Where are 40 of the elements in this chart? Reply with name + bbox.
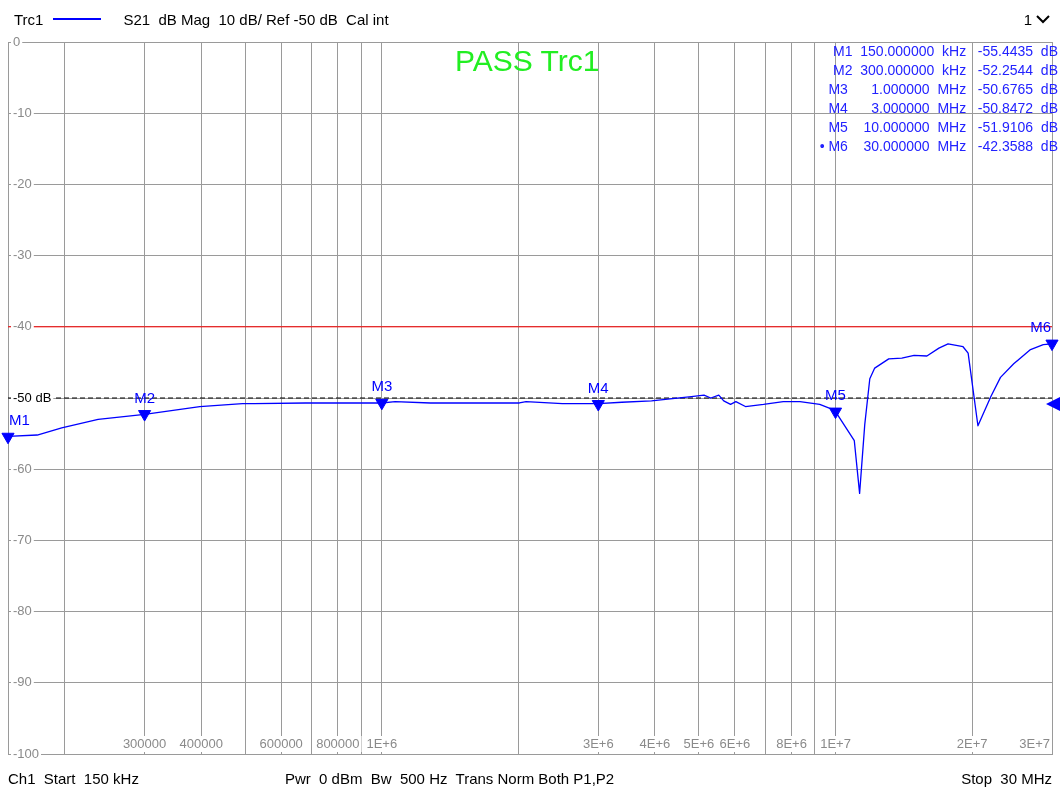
x-tick-label: 2E+7 — [956, 736, 988, 752]
text: Pwr 0 dBm Bw 500 Hz Trans Norm Both P1,P2 — [284, 770, 615, 789]
data-label: M1 — [9, 411, 30, 429]
x-tick-label: 4E+6 — [639, 736, 671, 752]
y-tick-label: -10 — [13, 104, 32, 120]
x-tick-label: 400000 — [179, 736, 223, 752]
y-tick-label: 0 — [13, 33, 21, 49]
y-tick-label: -60 — [13, 460, 32, 476]
x-tick-label: 800000 — [316, 736, 360, 752]
y-tick-label: -100 — [13, 745, 40, 761]
annotation: M4 3.000000 MHz -50.8472 dB — [827, 99, 1058, 118]
chart-subtitle: S21 dB Mag 10 dB/ Ref -50 dB Cal int — [123, 10, 389, 28]
x-tick-label: 5E+6 — [683, 736, 715, 752]
y-tick-label: -50 dB — [13, 389, 52, 405]
y-tick-label: -70 — [13, 531, 32, 547]
annotation: M1 150.000000 kHz -55.4435 dB — [832, 42, 1058, 61]
y-tick-label: -30 — [13, 247, 32, 263]
x-tick-label: 600000 — [259, 736, 303, 752]
annotation: M3 1.000000 MHz -50.6765 dB — [827, 80, 1058, 99]
data-label: M4 — [587, 378, 609, 396]
x-tick-label: 1E+6 — [366, 736, 398, 752]
annotation: • M6 30.000000 MHz -42.3588 dB — [819, 137, 1058, 156]
legend-label: Trc1 — [14, 10, 44, 28]
y-tick-label: -40 — [13, 318, 32, 334]
x-tick-label: 300000 — [122, 736, 167, 752]
y-tick-label: -90 — [13, 674, 32, 690]
y-tick-label: -80 — [13, 603, 32, 619]
chart-title: PASS Trc1 — [455, 44, 600, 78]
y-tick-label: -20 — [13, 175, 32, 191]
x-tick-label: 3E+6 — [582, 736, 614, 752]
annotation: M5 10.000000 MHz -51.9106 dB — [827, 118, 1058, 137]
x-tick-label: 6E+6 — [719, 736, 751, 752]
x-tick-label: 1E+7 — [820, 736, 851, 752]
x-tick-label: 8E+6 — [776, 736, 807, 752]
text: Stop 30 MHz — [961, 770, 1052, 789]
data-label: M3 — [371, 377, 393, 395]
text: Ch1 Start 150 kHz — [8, 770, 139, 789]
annotation: M2 300.000000 kHz -52.2544 dB — [832, 61, 1058, 80]
x-tick-label: 3E+7 — [1019, 736, 1051, 752]
text: 1 — [1023, 10, 1032, 28]
